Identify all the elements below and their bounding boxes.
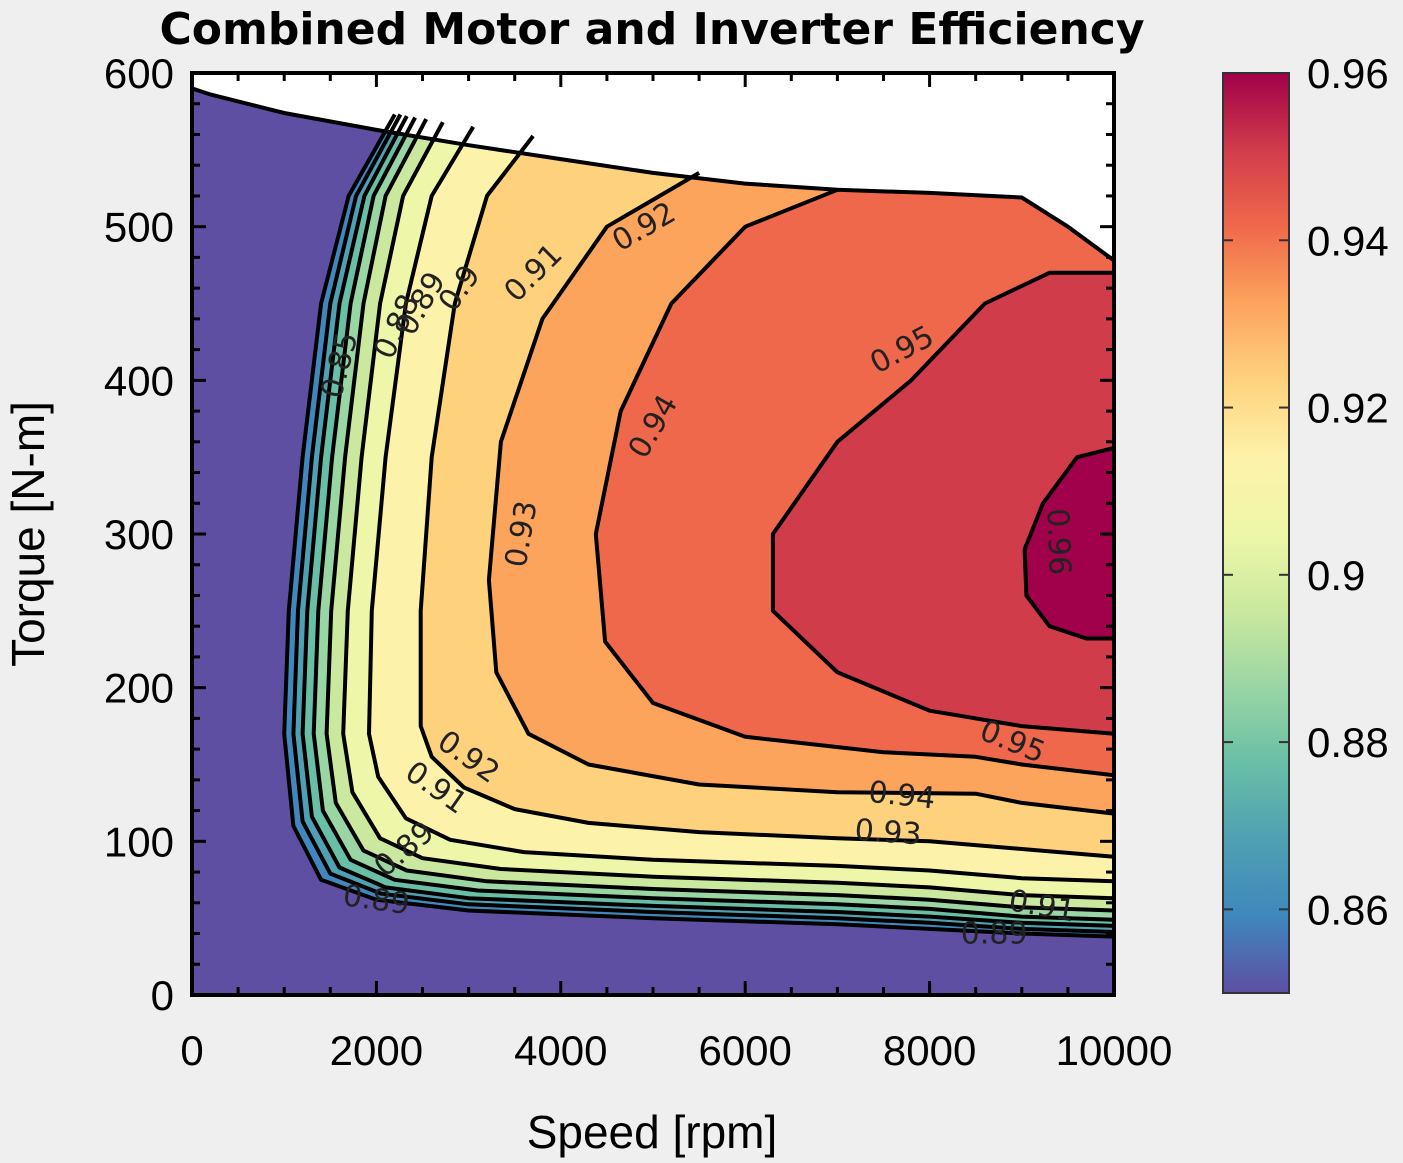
x-tick-label: 10000: [1056, 1027, 1173, 1074]
y-axis-label: Torque [N-m]: [2, 401, 54, 667]
colorbar-tick-label: 0.9: [1307, 552, 1365, 599]
y-tick-label: 0: [151, 972, 174, 1019]
x-tick-labels: 0 2000 4000 6000 8000 10000: [180, 1027, 1172, 1074]
colorbar-tick-label: 0.88: [1307, 719, 1389, 766]
chart-title: Combined Motor and Inverter Efficiency: [159, 4, 1144, 55]
y-tick-label: 600: [104, 50, 174, 97]
y-tick-labels: 0 100 200 300 400 500 600: [104, 50, 174, 1019]
x-tick-label: 2000: [330, 1027, 423, 1074]
contour-line-0.9: [341, 121, 1114, 901]
colorbar-tick-label: 0.92: [1307, 385, 1389, 432]
x-tick-label: 6000: [698, 1027, 791, 1074]
envelope-mask: [192, 73, 1114, 261]
contour-line-0.94: [593, 187, 1114, 778]
x-tick-label: 8000: [883, 1027, 976, 1074]
colorbar-tick-label: 0.86: [1307, 886, 1389, 933]
y-tick-label: 500: [104, 204, 174, 251]
contour-line-0.96: [1022, 445, 1114, 641]
x-axis-label: Speed [rpm]: [527, 1106, 778, 1158]
contour-line-0.91: [367, 125, 1114, 884]
colorbar-tick-label: 0.94: [1307, 217, 1389, 264]
contour-fill-0.96: [1024, 447, 1114, 639]
contour-fill-0.95: [772, 272, 1114, 734]
x-tick-label: 0: [180, 1027, 203, 1074]
contour-label: 0.96: [1040, 508, 1077, 576]
y-tick-label: 200: [104, 665, 174, 712]
colorbar-tick-label: 0.96: [1307, 50, 1389, 97]
contour-label: 0.94: [867, 775, 937, 817]
axis-ticks: [190, 71, 1116, 997]
colorbar: [1222, 72, 1290, 994]
contour-line-0.87: [300, 115, 1114, 928]
contour-label: 0.93: [854, 813, 923, 853]
contour-line-0.86: [291, 113, 1114, 934]
contour-lines: [282, 113, 1114, 939]
contour-line-0.85: [282, 113, 1114, 939]
operating-envelope-line: [192, 86, 1114, 263]
contour-line-0.95: [770, 270, 1114, 736]
y-tick-label: 300: [104, 511, 174, 558]
colorbar-ticks: 0.86 0.88 0.9 0.92 0.94 0.96: [1223, 50, 1389, 933]
contour-labels: 0.950.940.930.920.910.90.890.880.960.950…: [314, 195, 1077, 951]
y-tick-label: 400: [104, 357, 174, 404]
contour-line-0.89: [324, 118, 1114, 913]
contour-line-0.88: [311, 116, 1114, 922]
y-tick-label: 100: [104, 818, 174, 865]
contour-line-0.92: [418, 134, 1114, 859]
contour-line-0.93: [486, 171, 1114, 816]
contour-label: 0.89: [961, 917, 1028, 952]
x-tick-label: 4000: [514, 1027, 607, 1074]
